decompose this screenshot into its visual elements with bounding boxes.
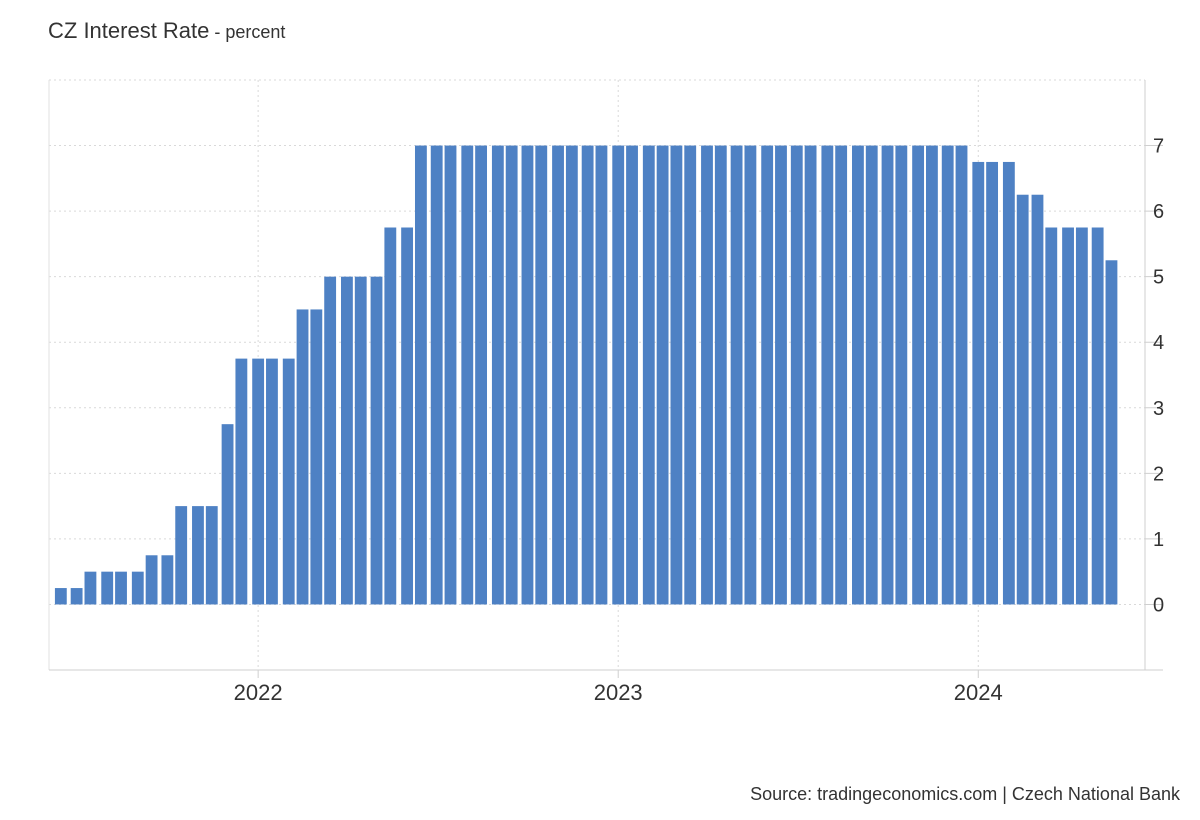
- bar: [252, 358, 265, 605]
- bar: [955, 145, 968, 605]
- bar: [444, 145, 457, 605]
- bar: [430, 145, 443, 605]
- bar: [1062, 227, 1074, 605]
- bar: [384, 227, 397, 605]
- bar: [401, 227, 414, 605]
- bar: [595, 145, 608, 605]
- bar: [354, 276, 367, 605]
- bar: [70, 588, 83, 605]
- bar: [491, 145, 504, 605]
- bar: [835, 145, 848, 605]
- source-credit: Source: tradingeconomics.com | Czech Nat…: [750, 784, 1180, 804]
- bar: [1045, 227, 1058, 605]
- chart-title: CZ Interest Rate - percent: [48, 18, 285, 44]
- bar: [310, 309, 323, 605]
- bar: [761, 145, 774, 605]
- bar: [986, 161, 999, 605]
- bar: [642, 145, 655, 605]
- bar: [535, 145, 548, 605]
- bar: [461, 145, 474, 605]
- chart-unit-label: - percent: [209, 22, 286, 42]
- bar: [521, 145, 534, 605]
- bar: [881, 145, 894, 605]
- bar: [714, 145, 727, 605]
- y-tick-label: 1: [1153, 529, 1164, 551]
- bar: [656, 145, 669, 605]
- y-tick-label: 7: [1153, 136, 1164, 158]
- bar: [626, 145, 638, 605]
- bar: [1105, 260, 1118, 605]
- bar: [581, 145, 594, 605]
- bar: [565, 145, 578, 605]
- bar: [370, 276, 383, 605]
- bar: [131, 571, 144, 605]
- bar: [701, 145, 713, 605]
- bar: [925, 145, 938, 605]
- bar: [161, 555, 174, 605]
- bar: [414, 145, 427, 605]
- bar: [54, 588, 67, 605]
- bar: [235, 358, 248, 605]
- bar: [912, 145, 925, 605]
- bar: [175, 506, 188, 605]
- bar: [670, 145, 683, 605]
- bar: [145, 555, 158, 605]
- bar: [192, 506, 204, 605]
- bar: [1002, 161, 1015, 605]
- bar: [684, 145, 697, 605]
- y-tick-label: 3: [1153, 398, 1164, 420]
- bar: [941, 145, 954, 605]
- bar: [852, 145, 864, 605]
- bar: [612, 145, 625, 605]
- bar: [205, 506, 218, 605]
- bar: [821, 145, 834, 605]
- bar: [324, 276, 337, 605]
- y-tick-label: 6: [1153, 201, 1164, 223]
- bar: [266, 358, 278, 605]
- bar: [552, 145, 564, 605]
- bar: [84, 571, 97, 605]
- bar: [505, 145, 518, 605]
- bar: [972, 161, 985, 605]
- bar: [865, 145, 878, 605]
- bar: [101, 571, 114, 605]
- bar: [115, 571, 127, 605]
- bar: [341, 276, 353, 605]
- x-tick-label: 2022: [234, 680, 283, 705]
- bar: [895, 145, 908, 605]
- bar: [221, 424, 234, 605]
- bar: [730, 145, 743, 605]
- bar: [282, 358, 295, 605]
- bar: [1016, 194, 1029, 605]
- bar: [1031, 194, 1044, 605]
- y-tick-label: 5: [1153, 267, 1164, 289]
- bar: [1075, 227, 1088, 605]
- y-tick-label: 4: [1153, 332, 1164, 354]
- interest-rate-chart: 0 1 2 3 4 5 6 7 2022 2023 2024: [48, 79, 1164, 705]
- y-tick-label: 0: [1153, 594, 1164, 616]
- bar: [804, 145, 817, 605]
- bar: [296, 309, 309, 605]
- bar: [1091, 227, 1104, 605]
- bar: [775, 145, 787, 605]
- chart-title-text: CZ Interest Rate: [48, 18, 210, 43]
- bar: [790, 145, 803, 605]
- x-tick-label: 2023: [594, 680, 643, 705]
- x-tick-label: 2024: [954, 680, 1003, 705]
- bar: [475, 145, 488, 605]
- y-tick-label: 2: [1153, 463, 1164, 485]
- bar: [744, 145, 757, 605]
